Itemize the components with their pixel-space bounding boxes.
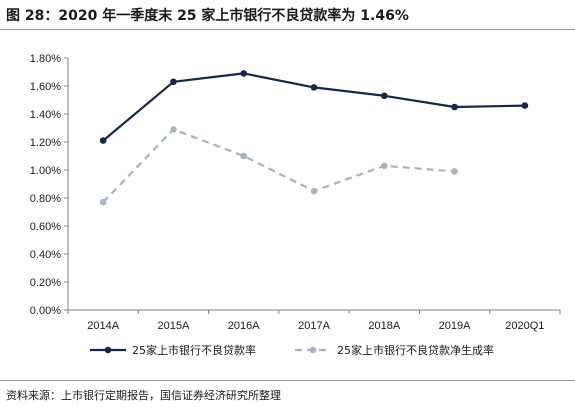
y-axis-ticks: 0.00% 0.20% 0.40% 0.60% 0.80% 1.00% 1.20% 1.40%… (30, 53, 68, 317)
x-tick-label: 2015A (158, 320, 190, 332)
y-tick-label: 0.20% (30, 277, 61, 289)
x-tick-label: 2017A (298, 320, 330, 332)
data-point (240, 70, 248, 77)
x-axis-ticks: 2014A 2015A 2016A 2017A 2018A 2019A 2020Q1 (67, 310, 561, 332)
y-tick-label: 0.80% (30, 193, 61, 205)
legend-label-1: 25家上市银行不良贷款率 (132, 343, 256, 357)
line-chart: 0.00% 0.20% 0.40% 0.60% 0.80% 1.00% 1.20% 1.40%… (30, 53, 561, 357)
data-point (380, 162, 388, 170)
data-point (99, 198, 107, 206)
data-point (451, 103, 458, 111)
y-tick-label: 1.40% (30, 109, 61, 121)
y-tick-label: 0.40% (30, 249, 61, 261)
data-point (240, 152, 248, 160)
y-tick-label: 1.20% (30, 137, 61, 149)
data-point (451, 168, 458, 175)
data-point (99, 137, 107, 144)
x-tick-label: 2019A (439, 320, 471, 332)
chart-legend: 25家上市银行不良贷款率 25家上市银行不良贷款净生成率 (90, 343, 494, 357)
legend-marker-2 (309, 346, 317, 354)
y-tick-label: 0.60% (30, 221, 61, 233)
chart-axes (67, 58, 560, 311)
series-line-1 (102, 72, 525, 142)
chart-series (99, 70, 529, 206)
x-tick-label: 2020Q1 (505, 320, 544, 332)
source-note: 资料来源：上市银行定期报告，国信证券经济研究所整理 (6, 389, 281, 402)
figure-title: 图 28：2020 年一季度末 25 家上市银行不良贷款率为 1.46% (6, 8, 409, 24)
data-point (170, 78, 177, 86)
x-tick-label: 2016A (228, 320, 260, 332)
data-point (310, 84, 318, 91)
x-tick-label: 2018A (368, 320, 400, 332)
data-point (170, 126, 177, 133)
y-tick-label: 1.60% (30, 81, 61, 93)
figure-header: 图 28：2020 年一季度末 25 家上市银行不良贷款率为 1.46% (0, 0, 575, 30)
figure-footer: 资料来源：上市银行定期报告，国信证券经济研究所整理 (0, 380, 575, 407)
data-point (521, 102, 529, 109)
y-tick-label: 0.00% (30, 305, 61, 317)
y-tick-label: 1.00% (30, 165, 61, 177)
legend-marker-1 (104, 346, 112, 354)
legend-label-2: 25家上市银行不良贷款净生成率 (337, 343, 494, 357)
data-point (380, 92, 388, 100)
x-tick-label: 2014A (87, 320, 119, 332)
data-point (310, 187, 318, 195)
series-line-2 (102, 128, 455, 203)
y-tick-label: 1.80% (30, 53, 61, 65)
